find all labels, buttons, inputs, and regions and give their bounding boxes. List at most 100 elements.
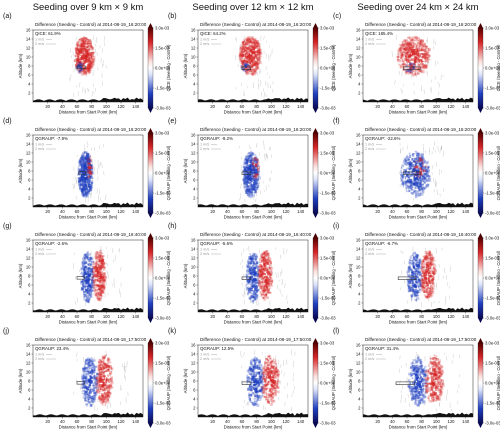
difference-cell: [425, 52, 428, 56]
difference-cell: [85, 154, 89, 157]
difference-cell: [246, 59, 249, 62]
colorbar-tick-label: -3.0e-03: [155, 211, 171, 216]
difference-cell: [249, 154, 252, 158]
difference-cell: [87, 43, 91, 46]
difference-cell: [249, 154, 252, 158]
difference-cell: [420, 40, 423, 43]
difference-cell: [246, 261, 250, 265]
difference-cell: [73, 59, 77, 61]
difference-cell: [397, 58, 400, 61]
difference-cell: [408, 49, 410, 52]
difference-cell: [399, 64, 403, 67]
difference-cell: [247, 69, 250, 72]
difference-cell: [418, 44, 421, 48]
difference-cell: [76, 43, 79, 47]
difference-cell: [79, 62, 82, 64]
difference-cell: [255, 62, 259, 65]
wind-reference-2: 2 m/s: [35, 42, 44, 46]
difference-cell: [270, 279, 274, 282]
difference-cell: [246, 37, 250, 41]
difference-cell: [81, 193, 85, 197]
difference-cell: [84, 160, 86, 164]
difference-cell: [251, 192, 255, 194]
difference-cell: [409, 63, 412, 66]
difference-cell: [82, 180, 84, 182]
difference-cell: [256, 173, 259, 176]
difference-cell: [426, 47, 429, 49]
difference-cell: [90, 63, 92, 65]
difference-cell: [244, 168, 247, 171]
y-tick-label: 10: [26, 265, 31, 270]
difference-cell: [253, 186, 255, 190]
wind-vector: [416, 71, 418, 78]
difference-cell: [84, 189, 86, 193]
difference-cell: [87, 255, 89, 259]
difference-cell: [404, 180, 408, 184]
difference-cell: [419, 153, 422, 155]
colorbar-extend-top: [478, 128, 483, 133]
difference-cell: [81, 170, 85, 174]
difference-cell: [84, 151, 86, 155]
difference-cell: [246, 71, 249, 76]
difference-cell: [73, 59, 76, 63]
wind-vector: [249, 145, 251, 149]
difference-cell: [82, 45, 86, 49]
difference-cell: [250, 184, 253, 186]
difference-cell: [413, 182, 416, 186]
difference-cell: [248, 38, 251, 41]
difference-cell: [407, 37, 410, 39]
difference-cell: [404, 63, 406, 66]
difference-cell: [418, 189, 421, 192]
y-tick-label: 12: [26, 151, 31, 156]
difference-cell: [247, 154, 251, 157]
difference-cell: [252, 158, 256, 161]
difference-cell: [409, 182, 412, 185]
difference-cell: [258, 46, 261, 49]
difference-cell: [416, 153, 420, 157]
difference-cell: [95, 263, 97, 267]
difference-cell: [419, 48, 423, 52]
difference-cell: [92, 52, 96, 54]
difference-cell: [263, 273, 267, 276]
difference-cell: [85, 161, 87, 164]
difference-cell: [403, 39, 407, 41]
difference-cell: [400, 52, 404, 55]
wind-vector: [265, 157, 267, 161]
difference-cell: [427, 175, 430, 178]
difference-cell: [93, 55, 96, 58]
difference-cell: [248, 60, 251, 64]
wind-vectors: [235, 35, 274, 98]
wind-vector: [255, 198, 257, 203]
difference-cell: [252, 188, 255, 191]
wind-vector: [91, 175, 93, 181]
difference-cell: [416, 48, 420, 51]
difference-cell: [416, 39, 419, 41]
difference-cell: [79, 159, 82, 162]
difference-cell: [83, 157, 86, 159]
column-title-3: Seeding over 24 km × 24 km: [357, 2, 478, 13]
difference-cell: [241, 47, 244, 51]
difference-cell: [265, 266, 267, 270]
difference-cell: [405, 181, 408, 184]
difference-cell: [83, 36, 87, 39]
difference-cell: [405, 50, 408, 54]
difference-cell: [83, 69, 86, 73]
difference-cell: [82, 161, 85, 164]
y-tick-label: 16: [26, 133, 31, 138]
difference-cell: [87, 38, 90, 41]
difference-cell: [84, 254, 87, 258]
difference-cell: [416, 60, 419, 64]
difference-cell: [82, 40, 85, 42]
difference-cell: [250, 151, 253, 153]
difference-cell: [82, 189, 86, 192]
difference-cell: [261, 274, 263, 277]
difference-cell: [416, 71, 419, 75]
difference-cell: [412, 192, 414, 195]
y-tick-label: 8: [358, 64, 361, 69]
difference-cell: [427, 178, 430, 181]
difference-cell: [91, 63, 94, 67]
difference-cell: [79, 57, 83, 60]
colorbar-extend-bottom: [478, 108, 483, 113]
difference-cell: [82, 159, 85, 162]
difference-cell: [399, 57, 402, 59]
